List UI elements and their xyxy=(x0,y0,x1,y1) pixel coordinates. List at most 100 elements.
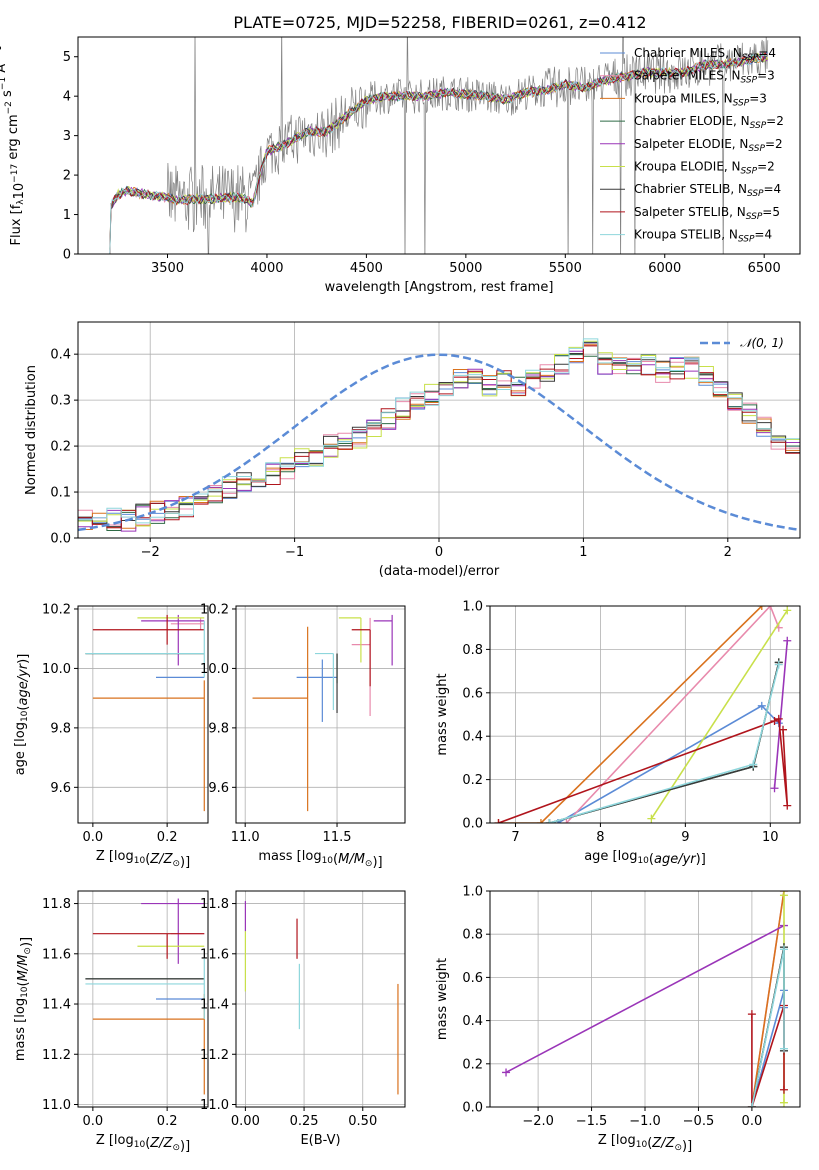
y-tick-label: 11.8 xyxy=(42,897,71,912)
x-axis-label-part: 10 xyxy=(134,1140,146,1150)
y-tick-label: 0.4 xyxy=(50,348,71,363)
y-tick-label: 0.3 xyxy=(50,394,71,409)
weight-marker xyxy=(647,814,656,823)
panel-mass-vs-ebv: 0.00 0.25 0.50 11.0 11.2 11.4 11.6 11.8 E(B-V) xyxy=(200,890,406,1148)
y-axis-label-part: mass weight xyxy=(435,673,450,755)
legend-count: =3 xyxy=(757,69,775,83)
x-tick-label: −1.5 xyxy=(576,1114,608,1129)
weight-marker xyxy=(536,819,545,823)
y-axis-label: mass weight xyxy=(435,673,450,755)
y-tick-label: 11.2 xyxy=(42,1048,71,1063)
x-axis-label-part: )] xyxy=(682,1139,692,1154)
y-axis-label-part: )] xyxy=(19,937,34,947)
x-axis-label-part: )] xyxy=(180,855,190,870)
y-axis-label: mass weight xyxy=(435,958,450,1040)
y-tick-label: 11.0 xyxy=(42,1098,71,1113)
weight-marker xyxy=(783,606,792,615)
legend-count: =2 xyxy=(765,137,783,151)
y-axis-label-part: )] xyxy=(16,654,31,664)
x-axis-label: Z [log10(Z/Z⊙)] xyxy=(96,849,190,870)
y-tick-label: 1 xyxy=(63,208,71,223)
weight-marker xyxy=(783,636,792,645)
x-tick-label: −0.5 xyxy=(683,1114,715,1129)
y-tick-label: 0.2 xyxy=(462,1057,483,1072)
plot-area xyxy=(78,338,800,532)
y-tick-label: 11.6 xyxy=(200,947,229,962)
weight-marker xyxy=(770,784,779,793)
x-axis-label-part: )] xyxy=(180,1139,190,1154)
x-axis-label-part: ( xyxy=(145,1136,150,1151)
x-axis-label-part: Z [log xyxy=(96,1133,134,1148)
x-tick-label: 8 xyxy=(596,830,604,845)
legend-model: Chabrier ELODIE, N xyxy=(634,114,750,128)
axes-frame xyxy=(235,890,406,1108)
model-spectrum-line xyxy=(109,53,768,254)
y-axis-label-part: 10 xyxy=(20,986,30,998)
model-spectrum-line xyxy=(109,52,768,254)
legend-model: Salpeter STELIB, N xyxy=(634,205,746,219)
legend-model: Kroupa MILES, N xyxy=(634,91,733,105)
weight-marker xyxy=(779,891,788,900)
legend-count: =2 xyxy=(766,114,784,128)
weight-marker xyxy=(774,714,783,723)
x-axis-label-part: ( xyxy=(333,852,338,867)
y-tick-label: 0.0 xyxy=(50,532,71,547)
x-axis-label-part: ⊙ xyxy=(172,859,180,869)
y-tick-label: 9.8 xyxy=(50,721,71,736)
legend-sub: SSP xyxy=(748,144,765,154)
x-axis-label-part: ( xyxy=(649,852,654,867)
x-axis-label: Z [log10(Z/Z⊙)] xyxy=(96,1133,190,1154)
y-axis-label-part: λ xyxy=(16,199,26,205)
plot-area xyxy=(252,614,393,812)
x-axis-label-part: Z [log xyxy=(598,1133,636,1148)
y-axis-label-part: −1 xyxy=(0,51,2,64)
y-tick-label: 10.2 xyxy=(200,602,229,617)
y-tick-label: 9.6 xyxy=(50,781,71,796)
y-axis-label-part: mass [log xyxy=(13,998,28,1061)
legend-sub: SSP xyxy=(733,98,750,108)
x-tick-label: 0.50 xyxy=(348,1114,377,1129)
y-axis-label: Flux [fλ10−17 erg cm−2 s−1 A−1] xyxy=(0,46,27,246)
legend-label: Kroupa ELODIE, NSSP=2 xyxy=(634,160,775,177)
x-axis-label-part: M/M xyxy=(338,852,365,867)
y-axis-label-part: ( xyxy=(16,981,31,986)
x-axis-label-part: Z/Z xyxy=(651,1136,675,1151)
y-axis-label-part: −1 xyxy=(0,77,8,90)
legend-count: =5 xyxy=(762,205,780,219)
legend-count: =4 xyxy=(764,182,782,196)
weight-marker xyxy=(757,701,766,710)
y-tick-label: 0.0 xyxy=(462,1101,483,1116)
plot-area xyxy=(109,37,769,254)
x-tick-label: 9 xyxy=(681,830,689,845)
y-tick-label: 0.1 xyxy=(50,486,71,501)
x-axis-label-part: 10 xyxy=(637,856,649,866)
x-axis-label-part: E(B-V) xyxy=(300,1133,340,1148)
axes-frame xyxy=(77,890,209,1108)
x-tick-label: 0.0 xyxy=(83,1114,104,1129)
x-axis-label-part: 10 xyxy=(636,1140,648,1150)
y-tick-label: 0.2 xyxy=(462,773,483,788)
axes-frame xyxy=(489,890,801,1108)
x-axis-label-part: ( xyxy=(145,852,150,867)
legend-sub: SSP xyxy=(741,167,758,177)
y-tick-label: 0.6 xyxy=(462,686,483,701)
y-axis-label-part: Flux [f xyxy=(9,204,24,245)
y-axis-label-part: ] xyxy=(0,46,3,51)
y-axis-label: Normed distribution xyxy=(24,365,39,495)
y-tick-label: 10.2 xyxy=(42,602,71,617)
y-tick-label: 1.0 xyxy=(462,885,483,900)
x-axis-label-part: ⊙ xyxy=(365,859,373,869)
x-axis-label: age [log10(age/yr)] xyxy=(584,849,706,867)
x-tick-label: 4000 xyxy=(250,261,283,276)
weight-marker xyxy=(779,725,788,734)
legend-label: Chabrier ELODIE, NSSP=2 xyxy=(634,114,784,131)
legend-label: Salpeter ELODIE, NSSP=2 xyxy=(634,137,783,154)
y-tick-label: 0.2 xyxy=(50,440,71,455)
weight-marker xyxy=(747,1103,756,1107)
y-tick-label: 0 xyxy=(63,248,71,263)
y-tick-label: 5 xyxy=(63,50,71,65)
weight-line xyxy=(505,924,785,1074)
plot-area xyxy=(85,898,205,1095)
y-tick-label: 2 xyxy=(63,169,71,184)
